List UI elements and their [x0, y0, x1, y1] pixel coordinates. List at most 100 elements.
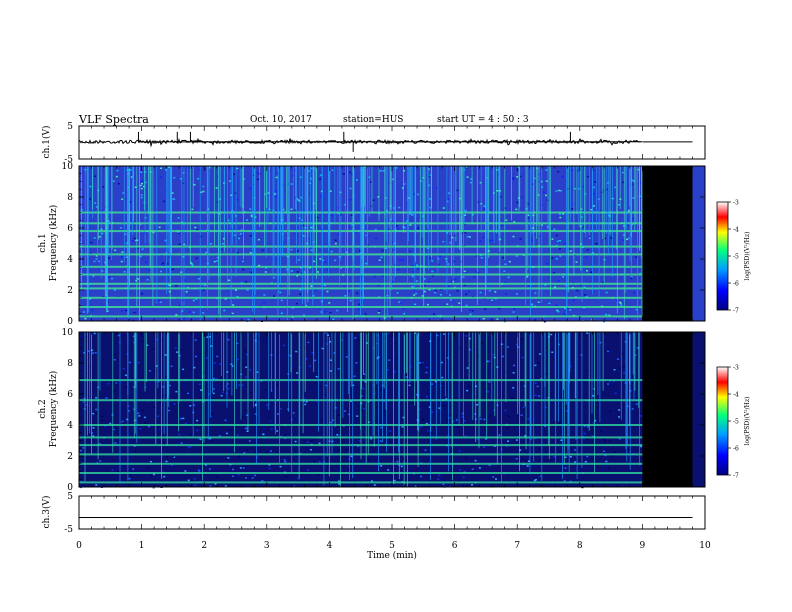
spec1-noise-cell — [310, 249, 313, 252]
spec2-noise-cell — [262, 433, 265, 435]
spec2-noise-cell — [172, 455, 175, 457]
spec1-noise-cell — [517, 169, 519, 172]
spec2-noise-cell — [276, 430, 279, 432]
spec2-noise-cell — [125, 386, 128, 388]
spec2-noise-cell — [379, 440, 382, 442]
spec2-noise-cell — [85, 336, 88, 338]
spec1-noise-cell — [232, 304, 235, 306]
spec1-noise-cell — [273, 193, 276, 195]
spec1-noise-cell — [513, 308, 516, 310]
spec2-noise-cell — [378, 384, 381, 387]
spec1-noise-cell — [296, 271, 299, 273]
spec1-noise-cell — [627, 237, 630, 240]
spec2-noise-cell — [421, 361, 424, 364]
spec2-noise-cell — [304, 403, 307, 406]
spec1-noise-cell — [377, 311, 380, 314]
spec2-noise-cell — [345, 449, 348, 451]
spec2-noise-cell — [538, 395, 541, 397]
spec2-noise-cell — [555, 411, 558, 414]
spec2-noise-cell — [254, 413, 257, 415]
spec2-noise-cell — [209, 416, 212, 418]
spec1-noise-cell — [97, 260, 100, 263]
spec2-noise-cell — [639, 445, 642, 448]
spec2-noise-cell — [150, 475, 153, 477]
spec2-noise-cell — [270, 428, 273, 430]
spec1-noise-cell — [426, 303, 429, 306]
spec2-noise-cell — [170, 365, 173, 367]
spec2-noise-cell — [318, 442, 321, 445]
spec1-noise-cell — [484, 308, 487, 310]
spec2-noise-cell — [256, 371, 259, 373]
spec2-noise-cell — [511, 390, 514, 393]
spec1-noise-cell — [130, 176, 133, 178]
spec2-noise-cell — [80, 449, 82, 452]
spec1-noise-cell — [89, 198, 91, 200]
spec1-noise-cell — [303, 314, 305, 317]
spec2-noise-cell — [483, 446, 485, 448]
spec1-noise-cell — [175, 285, 178, 287]
spec1-noise-cell — [377, 196, 380, 198]
spec1-noise-cell — [447, 263, 450, 265]
spec2-noise-cell — [607, 350, 609, 352]
spec2-noise-cell — [546, 336, 549, 339]
spec2-noise-cell — [293, 485, 296, 487]
spec1-noise-cell — [261, 249, 264, 252]
spec2-noise-cell — [498, 434, 501, 436]
spec1-noise-cell — [290, 270, 293, 272]
spec2-noise-cell — [164, 394, 167, 396]
spec1-noise-cell — [198, 168, 201, 171]
spec1-noise-cell — [101, 232, 104, 235]
spec1-noise-cell — [160, 254, 163, 257]
spec1-noise-cell — [264, 271, 267, 273]
spec2-noise-cell — [325, 384, 328, 387]
spec2-noise-cell — [492, 370, 495, 373]
spec1-noise-cell — [632, 217, 635, 220]
spec1-noise-cell — [140, 187, 143, 190]
spec2-noise-cell — [522, 406, 525, 408]
ch1-waveform-panel: 5 -5 ch.1(V) — [41, 122, 706, 165]
spec1-noise-cell — [349, 299, 352, 302]
spec1-noise-cell — [429, 206, 432, 209]
spec1-noise-cell — [572, 299, 575, 302]
spec2-noise-cell — [440, 361, 443, 364]
spec1-noise-cell — [243, 178, 246, 180]
spec1-noise-cell — [317, 271, 319, 273]
spec1-noise-cell — [236, 252, 239, 254]
spec1-noise-cell — [434, 289, 437, 292]
spec2-noise-cell — [423, 382, 425, 385]
ch2-colorbar-label: log(PSD)(V²/Hz) — [744, 397, 751, 446]
spec2-noise-cell — [311, 352, 314, 354]
spec2-noise-cell — [266, 451, 269, 454]
spec2-noise-cell — [538, 353, 541, 355]
spec2-noise-cell — [370, 483, 372, 485]
spec1-noise-cell — [575, 261, 578, 263]
ch1-frequency-label: Frequency (kHz) — [48, 205, 59, 282]
spec2-noise-cell — [215, 476, 218, 478]
spec1-ytick-label: 4 — [67, 255, 73, 265]
spec1-noise-cell — [102, 186, 105, 188]
spec2-noise-cell — [513, 364, 515, 367]
spec2-noise-cell — [618, 438, 621, 440]
spec2-noise-cell — [98, 443, 101, 445]
spec2-noise-cell — [477, 355, 480, 357]
spec1-noise-cell — [120, 260, 123, 263]
spec1-noise-cell — [100, 209, 103, 211]
spec1-noise-cell — [179, 178, 182, 180]
spec1-noise-cell — [559, 255, 562, 257]
spec1-noise-cell — [610, 237, 613, 239]
spec2-noise-cell — [448, 414, 451, 417]
spec2-noise-cell — [564, 456, 567, 458]
spec1-noise-cell — [454, 278, 457, 280]
spec2-noise-cell — [105, 397, 108, 399]
spec2-noise-cell — [356, 415, 359, 417]
spec1-noise-cell — [440, 288, 443, 291]
spec2-noise-cell — [218, 435, 221, 437]
spec1-noise-cell — [423, 284, 426, 286]
spec1-noise-cell — [320, 228, 323, 230]
spec2-noise-cell — [353, 375, 356, 377]
spec2-noise-cell — [467, 362, 470, 364]
spec1-noise-cell — [467, 291, 470, 293]
cbar1-ticks-tick-label: -5 — [733, 254, 739, 261]
spec2-noise-cell — [596, 422, 598, 424]
